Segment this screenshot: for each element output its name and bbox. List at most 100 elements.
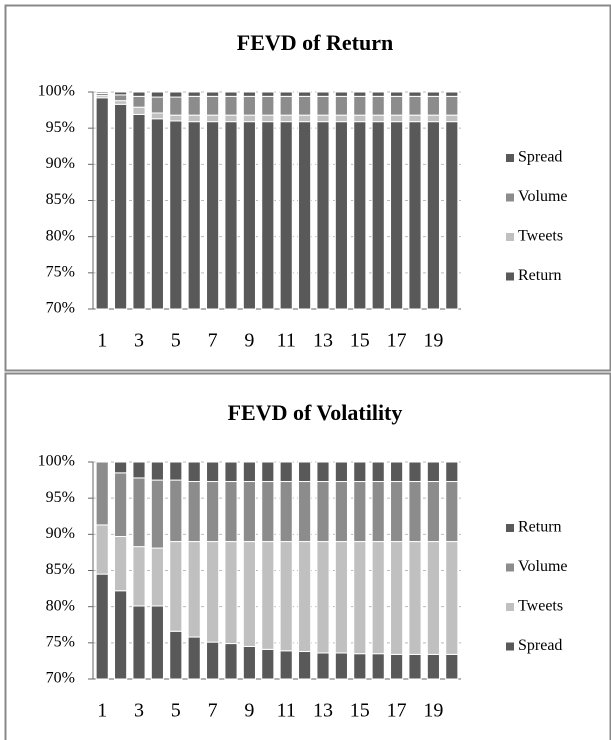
x-tick-label: 11 <box>277 330 296 352</box>
bar-segment <box>279 114 293 123</box>
x-tick-label: 7 <box>208 700 218 722</box>
legend-label: Spread <box>518 149 562 166</box>
bar-segment <box>426 95 440 116</box>
bar-segment <box>353 121 367 310</box>
bar-segment <box>334 114 348 123</box>
x-tick-label: 15 <box>350 700 370 722</box>
bar-segment <box>316 95 330 116</box>
bar-segment <box>114 536 128 592</box>
bar-segment <box>298 95 312 116</box>
bar-segment <box>132 546 146 607</box>
x-tick-label: 13 <box>313 700 333 722</box>
bar-segment <box>261 91 275 97</box>
bar-segment <box>95 91 109 94</box>
bar-segment <box>187 121 201 310</box>
bar-segment <box>279 95 293 116</box>
bar-segment <box>408 95 422 116</box>
bar-segment <box>150 461 164 481</box>
bar-segment <box>150 112 164 120</box>
bar-segment <box>169 630 183 680</box>
bar-segment <box>114 100 128 105</box>
bar-segment <box>224 643 238 680</box>
bar-segment <box>279 481 293 543</box>
bar-segment <box>353 91 367 97</box>
bar-segment <box>114 94 128 102</box>
bar-segment <box>445 541 459 655</box>
bar-segment <box>132 91 146 97</box>
bar-segment <box>224 114 238 123</box>
bar-segment <box>242 91 256 97</box>
legend-label: Volume <box>518 188 567 205</box>
bar-segment <box>371 461 385 483</box>
bar-segment <box>114 103 128 310</box>
y-tick-label: 85% <box>46 191 75 208</box>
bar-segment <box>224 121 238 310</box>
bar-segment <box>279 650 293 680</box>
bar-segment <box>132 95 146 108</box>
y-tick-label: 90% <box>46 155 75 172</box>
bar-segment <box>445 461 459 483</box>
bar-segment <box>445 481 459 543</box>
x-tick-label: 3 <box>134 700 144 722</box>
bar-segment <box>426 481 440 543</box>
bar-segment <box>261 541 275 650</box>
y-tick-label: 100% <box>38 453 75 470</box>
bar-segment <box>334 121 348 310</box>
bar-segment <box>114 590 128 680</box>
bar-segment <box>114 91 128 96</box>
bar-segment <box>316 652 330 680</box>
y-tick-label: 80% <box>46 597 75 614</box>
y-tick-label: 80% <box>46 227 75 244</box>
bar-segment <box>95 524 109 575</box>
bar-segment <box>224 461 238 483</box>
bar-segment <box>408 541 422 655</box>
bar-segment <box>298 651 312 680</box>
bar-segment <box>261 648 275 680</box>
bar-segment <box>390 653 404 680</box>
bar-segment <box>114 461 128 474</box>
x-tick-label: 9 <box>244 330 254 352</box>
bar-segment <box>261 481 275 543</box>
bar-segment <box>316 541 330 654</box>
bar-segment <box>206 95 220 116</box>
legend-label: Return <box>518 519 562 536</box>
bar-segment <box>426 114 440 123</box>
bar-segment <box>371 541 385 655</box>
legend-label: Volume <box>518 558 567 575</box>
bar-segment <box>132 113 146 310</box>
bar-segment <box>224 481 238 543</box>
bar-segment <box>242 121 256 310</box>
bar-segment <box>298 91 312 97</box>
bar-segment <box>408 461 422 483</box>
bar-segment <box>261 95 275 116</box>
bar-segment <box>408 114 422 123</box>
chart-title: FEVD of Return <box>237 30 393 55</box>
legend-label: Return <box>518 267 562 284</box>
bar-segment <box>206 541 220 643</box>
legend-label: Tweets <box>518 228 563 245</box>
x-tick-label: 1 <box>97 700 107 722</box>
bar-segment <box>408 91 422 97</box>
bar-segment <box>334 95 348 116</box>
bar-segment <box>169 96 183 116</box>
y-tick-label: 75% <box>46 634 75 651</box>
x-tick-label: 17 <box>387 700 407 722</box>
bar-segment <box>390 121 404 310</box>
bar-segment <box>114 472 128 538</box>
x-tick-label: 19 <box>423 330 443 352</box>
bar-segment <box>316 121 330 310</box>
x-tick-label: 7 <box>208 330 218 352</box>
bar-segment <box>426 653 440 680</box>
bar-segment <box>334 91 348 97</box>
x-tick-label: 11 <box>277 700 296 722</box>
bar-segment <box>224 541 238 645</box>
legend-label: Spread <box>518 637 562 654</box>
bar-segment <box>316 91 330 97</box>
x-tick-label: 9 <box>244 700 254 722</box>
bar-segment <box>206 641 220 680</box>
bar-segment <box>187 114 201 123</box>
bar-segment <box>242 114 256 123</box>
bar-segment <box>408 653 422 680</box>
bar-segment <box>298 461 312 483</box>
